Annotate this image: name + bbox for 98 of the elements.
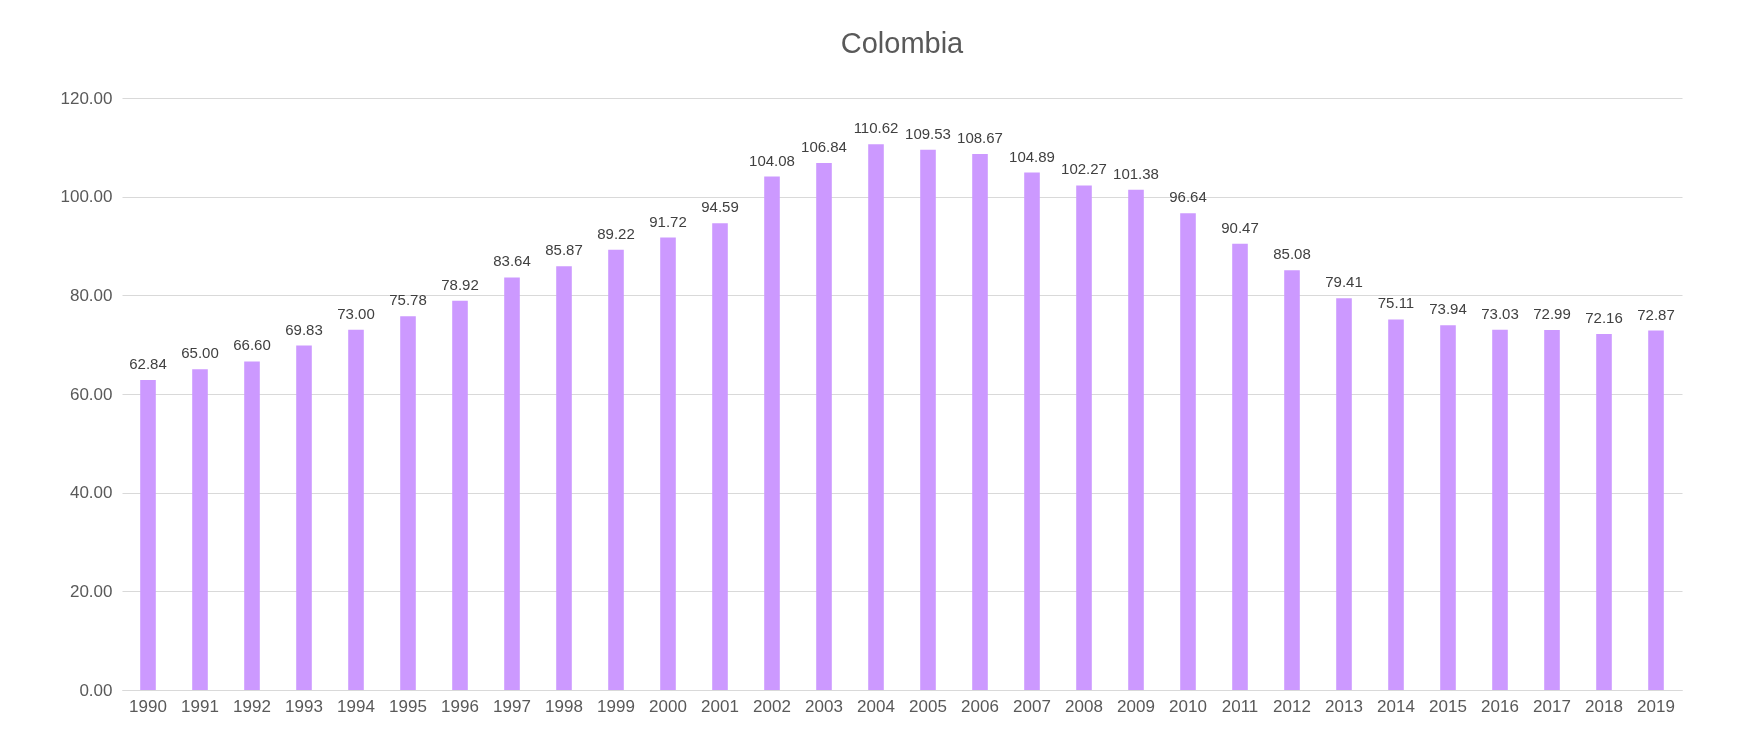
x-tick-label: 2011 — [1221, 696, 1259, 716]
x-tick-label: 1996 — [441, 696, 479, 716]
bar — [192, 369, 208, 690]
data-label: 72.99 — [1533, 304, 1571, 322]
bar — [556, 266, 572, 690]
x-tick-label: 2003 — [805, 696, 843, 716]
bar — [868, 144, 884, 690]
bar — [1336, 298, 1352, 690]
x-tick-label: 2006 — [961, 696, 999, 716]
chart-title: Colombia — [840, 27, 965, 59]
x-tick-label: 2013 — [1325, 696, 1363, 716]
bar — [452, 300, 468, 690]
bar — [1232, 243, 1248, 690]
x-tick-label: 1995 — [389, 696, 427, 716]
y-tick-label: 20.00 — [69, 581, 113, 601]
bar — [608, 249, 624, 690]
x-tick-label: 2004 — [857, 696, 895, 716]
bar — [140, 379, 156, 690]
data-label: 69.83 — [285, 320, 323, 338]
y-tick-label: 40.00 — [69, 483, 113, 503]
data-label: 62.84 — [129, 354, 167, 372]
y-tick-label: 120.00 — [60, 88, 113, 108]
bar — [1076, 185, 1092, 690]
bar — [1648, 330, 1664, 690]
bar — [972, 153, 988, 690]
data-label: 72.16 — [1585, 309, 1623, 327]
x-tick-label: 2015 — [1429, 696, 1467, 716]
data-label: 110.62 — [853, 119, 899, 137]
data-label: 109.53 — [905, 124, 951, 142]
data-label: 85.87 — [545, 241, 583, 259]
x-tick-label: 2007 — [1013, 696, 1051, 716]
bar — [400, 316, 416, 690]
x-tick-label: 2002 — [753, 696, 791, 716]
bar — [1544, 329, 1560, 690]
data-label: 102.27 — [1061, 160, 1107, 178]
bar — [244, 361, 260, 690]
data-label: 85.08 — [1273, 245, 1311, 263]
x-tick-label: 1997 — [493, 696, 531, 716]
data-label: 75.78 — [389, 291, 427, 309]
x-tick-label: 1998 — [545, 696, 583, 716]
data-label: 101.38 — [1113, 164, 1159, 182]
data-label: 90.47 — [1221, 218, 1259, 236]
data-label: 73.00 — [337, 304, 375, 322]
bar — [1596, 334, 1612, 690]
data-label: 65.00 — [181, 344, 219, 362]
x-tick-label: 2017 — [1533, 696, 1571, 716]
data-label: 73.03 — [1481, 304, 1519, 322]
data-label: 106.84 — [801, 137, 847, 155]
data-label: 75.11 — [1377, 294, 1415, 312]
bar — [764, 176, 780, 690]
data-label: 104.89 — [1009, 147, 1055, 165]
x-tick-label: 2001 — [701, 696, 739, 716]
x-tick-label: 2010 — [1169, 696, 1207, 716]
bar — [1128, 189, 1144, 690]
x-tick-label: 1994 — [337, 696, 375, 716]
x-tick-label: 2014 — [1377, 696, 1415, 716]
y-tick-label: 100.00 — [60, 187, 113, 207]
data-label: 89.22 — [597, 224, 635, 242]
bar — [348, 329, 364, 690]
data-label: 94.59 — [701, 198, 739, 216]
x-tick-label: 2018 — [1585, 696, 1623, 716]
bar — [504, 277, 520, 690]
bar — [920, 149, 936, 690]
data-label: 73.94 — [1429, 300, 1467, 318]
data-label: 79.41 — [1325, 273, 1363, 291]
bar — [296, 345, 312, 690]
x-tick-label: 2012 — [1273, 696, 1311, 716]
bar — [712, 223, 728, 690]
data-label: 96.64 — [1169, 188, 1207, 206]
x-tick-label: 2005 — [909, 696, 947, 716]
x-tick-label: 1992 — [233, 696, 271, 716]
bar — [1180, 213, 1196, 690]
x-tick-label: 2019 — [1637, 696, 1675, 716]
data-label: 83.64 — [493, 252, 531, 270]
data-label: 108.67 — [957, 128, 1003, 146]
data-label: 72.87 — [1637, 305, 1675, 323]
bar — [1284, 270, 1300, 690]
data-label: 78.92 — [441, 275, 479, 293]
x-tick-label: 1990 — [129, 696, 167, 716]
y-tick-label: 0.00 — [79, 680, 113, 700]
y-tick-label: 60.00 — [69, 384, 113, 404]
y-tick-label: 80.00 — [69, 285, 113, 305]
bar — [1440, 325, 1456, 690]
bar — [1492, 329, 1508, 690]
x-tick-label: 1993 — [285, 696, 323, 716]
bar — [1024, 172, 1040, 690]
x-tick-label: 2008 — [1065, 696, 1103, 716]
data-label: 66.60 — [233, 336, 271, 354]
x-tick-label: 1991 — [181, 696, 219, 716]
x-tick-label: 2009 — [1117, 696, 1155, 716]
bar — [660, 237, 676, 690]
x-tick-label: 2016 — [1481, 696, 1519, 716]
bar — [1388, 319, 1404, 690]
data-label: 91.72 — [649, 212, 687, 230]
x-tick-label: 1999 — [597, 696, 635, 716]
bar — [816, 162, 832, 690]
data-label: 104.08 — [749, 151, 795, 169]
x-tick-label: 2000 — [649, 696, 687, 716]
